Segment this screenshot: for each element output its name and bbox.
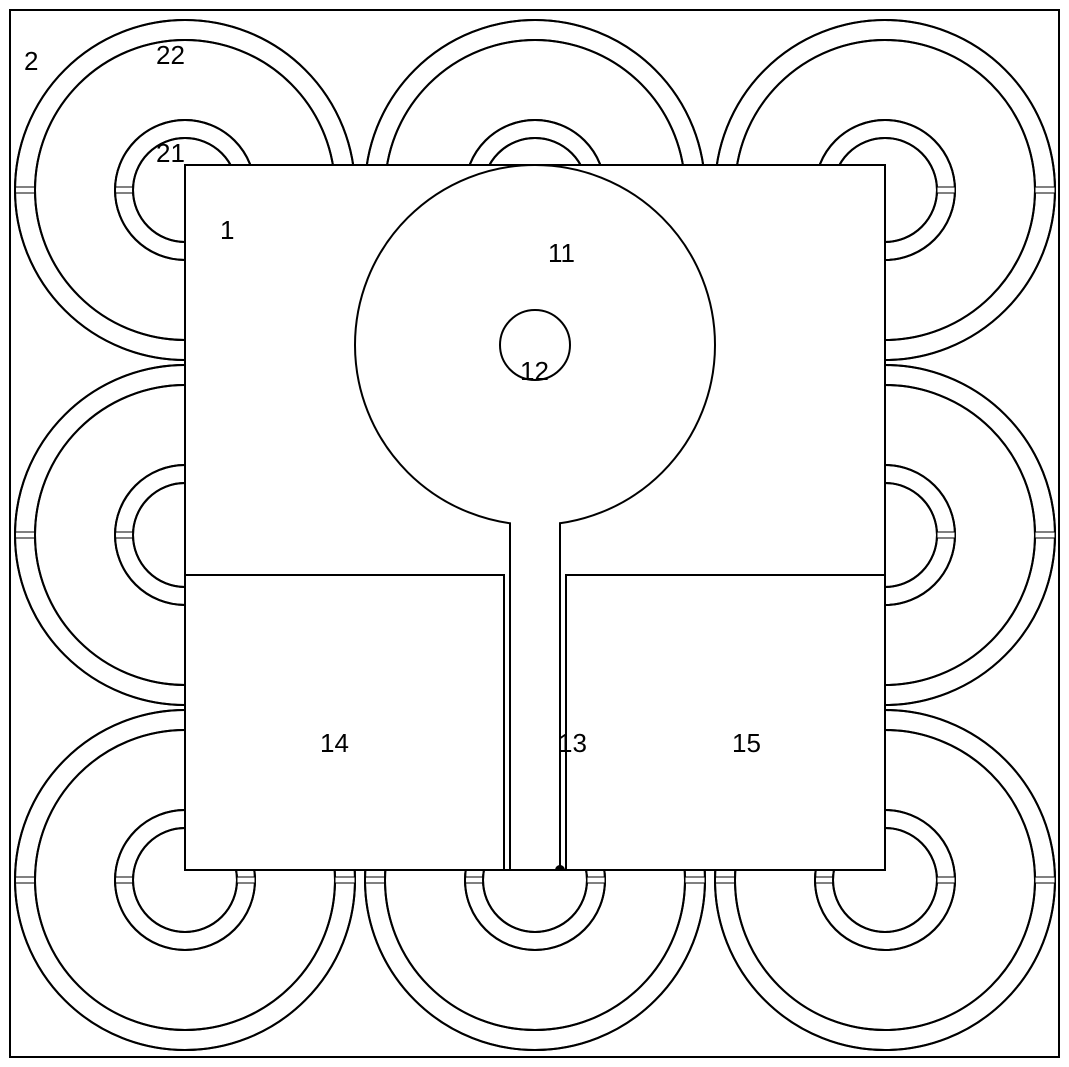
label-1: 1 xyxy=(220,215,234,246)
label-11: 11 xyxy=(548,238,575,269)
label-15: 15 xyxy=(732,728,761,759)
label-2: 2 xyxy=(24,46,38,77)
diagram-container: 2 22 21 1 11 12 14 13 15 xyxy=(0,0,1069,1067)
label-14: 14 xyxy=(320,728,349,759)
label-12: 12 xyxy=(520,356,549,387)
label-21: 21 xyxy=(156,138,185,169)
label-13: 13 xyxy=(558,728,587,759)
label-22: 22 xyxy=(156,40,185,71)
